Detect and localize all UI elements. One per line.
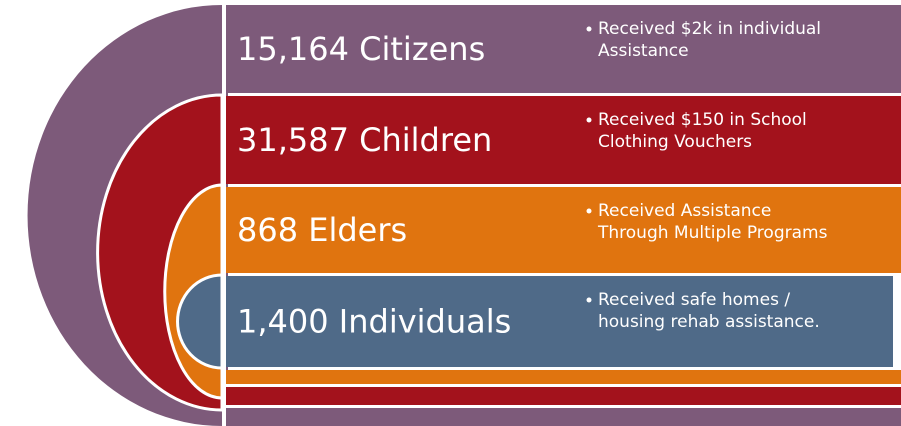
divider [222,405,901,408]
bullet [586,117,592,123]
bullet [586,26,592,32]
purple-strip [222,408,901,426]
row-detail: Received $2k in individual [598,19,821,39]
bullet [586,297,592,303]
blue-arc [176,273,224,370]
row-detail: Clothing Vouchers [598,132,752,152]
divider [222,384,901,387]
row-band [226,276,893,367]
row-label: 31,587 Children [237,121,492,159]
bullet [586,208,592,214]
divider [222,0,226,426]
row-band [226,96,901,184]
red-strip [222,387,901,405]
row-detail: Received $150 in School [598,110,807,130]
row-label: 15,164 Citizens [237,30,485,68]
row-detail: Assistance [598,41,689,61]
row-detail: housing rehab assistance. [598,312,820,332]
row-detail: Received Assistance [598,201,771,221]
row-band [226,187,901,273]
row-label: 868 Elders [237,211,407,249]
orange-strip [222,370,901,384]
row-label: 1,400 Individuals [237,303,511,341]
row-detail: Through Multiple Programs [597,223,828,243]
row-detail: Received safe homes / [598,290,790,310]
row-band [226,5,901,93]
